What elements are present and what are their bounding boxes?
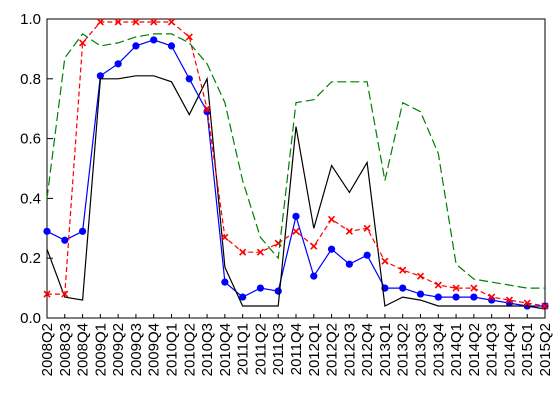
data-point	[221, 278, 229, 286]
x-tick-label: 2015Q2	[537, 323, 554, 376]
data-point	[488, 293, 496, 301]
x-tick-label: 2009Q1	[92, 323, 109, 376]
x-tick-label: 2014Q4	[501, 323, 518, 376]
x-tick-label: 2010Q2	[181, 323, 198, 376]
data-point	[61, 290, 69, 298]
y-tick-label: 0.8	[20, 71, 41, 88]
data-point	[239, 248, 247, 256]
x-tick-label: 2011Q1	[235, 323, 252, 375]
series-line	[46, 33, 545, 289]
series-line	[47, 21, 546, 307]
series-1	[46, 75, 546, 310]
data-point	[256, 248, 264, 256]
series-line	[46, 39, 545, 307]
data-point	[292, 212, 300, 220]
data-point	[292, 227, 300, 235]
data-point	[345, 227, 353, 235]
data-point	[150, 36, 158, 44]
series-2	[43, 18, 549, 310]
y-tick-label: 1.0	[20, 11, 41, 28]
data-point	[78, 227, 87, 235]
data-point	[43, 290, 51, 298]
data-point	[185, 75, 193, 83]
data-point	[256, 284, 265, 292]
x-tick-label: 2009Q2	[110, 323, 127, 376]
x-tick-label: 2010Q3	[199, 323, 216, 376]
data-point	[434, 293, 442, 301]
axes	[46, 18, 546, 319]
x-tick-label: 2012Q1	[306, 323, 323, 376]
data-point	[310, 272, 318, 280]
data-point	[239, 293, 247, 301]
series-line	[46, 75, 546, 310]
data-point	[132, 42, 140, 50]
data-point	[114, 60, 122, 68]
x-tick-label: 2010Q1	[164, 323, 181, 376]
x-tick-label: 2014Q1	[448, 323, 465, 376]
data-point	[79, 39, 87, 47]
x-tick-label: 2008Q2	[39, 323, 56, 376]
data-point	[399, 266, 407, 274]
data-point	[221, 233, 229, 241]
x-tick-label: 2012Q3	[341, 323, 358, 376]
data-point	[274, 287, 282, 295]
data-point	[399, 284, 407, 292]
data-point	[114, 18, 122, 26]
data-point	[310, 242, 318, 250]
y-tick-label: 0.0	[20, 310, 41, 327]
data-point	[328, 215, 336, 223]
data-point	[61, 236, 69, 244]
x-tick-label: 2013Q4	[430, 323, 447, 376]
data-point	[523, 299, 531, 307]
y-tick-label: 0.2	[20, 250, 41, 267]
data-point	[363, 224, 371, 232]
x-tick-label: 2008Q3	[57, 323, 74, 376]
data-point	[434, 281, 442, 289]
data-point	[470, 284, 478, 292]
series-0	[43, 36, 549, 310]
data-point	[470, 293, 478, 301]
data-point	[327, 245, 336, 253]
x-tick-label: 2011Q2	[252, 323, 269, 375]
x-tick-label: 2013Q2	[395, 323, 412, 376]
data-point	[381, 257, 389, 265]
x-tick-label: 2009Q4	[146, 323, 163, 376]
data-point	[150, 18, 158, 26]
x-tick-label: 2011Q4	[288, 323, 305, 375]
data-point	[541, 302, 549, 310]
data-point	[43, 227, 51, 235]
data-point	[363, 251, 371, 259]
data-point	[96, 72, 104, 80]
data-point	[132, 18, 140, 26]
data-point	[505, 296, 513, 304]
data-point	[416, 272, 425, 280]
data-point	[345, 260, 353, 268]
data-point	[167, 42, 176, 50]
x-tick-label: 2015Q1	[519, 323, 536, 376]
data-point	[96, 18, 104, 26]
y-tick-label: 0.4	[20, 190, 41, 207]
x-tick-label: 2014Q3	[484, 323, 501, 376]
x-tick-label: 2014Q2	[466, 323, 483, 376]
x-tick-label: 2012Q2	[324, 323, 341, 376]
x-tick-label: 2012Q4	[359, 323, 376, 376]
x-tick-label: 2013Q3	[413, 323, 430, 376]
x-tick-label: 2010Q4	[217, 323, 234, 376]
series-group	[43, 18, 549, 310]
data-point	[416, 290, 425, 298]
y-tick-label: 0.6	[20, 131, 41, 148]
x-tick-label: 2011Q3	[270, 323, 287, 375]
series-3	[46, 33, 545, 289]
x-tick-label: 2008Q4	[75, 323, 92, 376]
data-point	[452, 293, 460, 301]
data-point	[203, 105, 211, 113]
data-point	[167, 18, 176, 26]
data-point	[185, 33, 193, 41]
x-tick-label: 2013Q1	[377, 323, 394, 376]
data-point	[452, 284, 460, 292]
x-tick-label: 2009Q3	[128, 323, 145, 376]
